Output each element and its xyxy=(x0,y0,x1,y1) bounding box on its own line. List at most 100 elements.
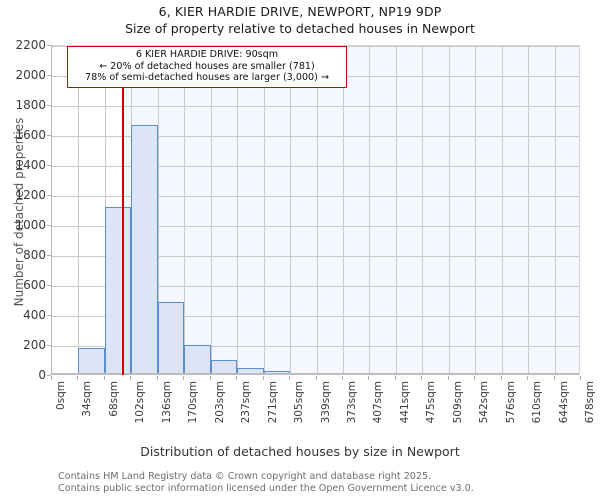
footer-attribution: Contains HM Land Registry data © Crown c… xyxy=(58,471,474,494)
y-axis-tick-mark xyxy=(47,225,51,226)
y-axis-tick-label: 1000 xyxy=(15,218,46,232)
x-axis-tick-label: 305sqm xyxy=(293,381,306,424)
x-axis-tick-mark xyxy=(157,376,158,380)
gridline-vertical xyxy=(555,46,556,375)
y-axis-tick-label: 2200 xyxy=(15,38,46,52)
x-axis-tick-label: 271sqm xyxy=(266,381,279,424)
y-axis-tick-mark xyxy=(47,195,51,196)
y-axis-tick-label: 400 xyxy=(23,308,46,322)
larger-region-shading xyxy=(122,46,579,375)
gridline-horizontal xyxy=(52,136,579,137)
y-axis-tick-mark xyxy=(47,315,51,316)
x-axis-tick-mark xyxy=(210,376,211,380)
gridline-horizontal xyxy=(52,196,579,197)
x-axis-tick-label: 509sqm xyxy=(451,381,464,424)
histogram-bar xyxy=(104,207,132,375)
annotation-line-1: 6 KIER HARDIE DRIVE: 90sqm xyxy=(135,49,279,60)
chart-title: 6, KIER HARDIE DRIVE, NEWPORT, NP19 9DP xyxy=(158,4,442,19)
x-axis-tick-mark xyxy=(77,376,78,380)
histogram-bar xyxy=(78,348,105,375)
gridline-vertical xyxy=(422,46,423,375)
annotation-line-2: ← 20% of detached houses are smaller (78… xyxy=(99,60,315,72)
y-axis-tick-mark xyxy=(47,255,51,256)
gridline-vertical xyxy=(158,46,159,375)
x-axis-tick-mark xyxy=(474,376,475,380)
property-size-marker-line xyxy=(122,46,124,375)
x-axis-tick-mark xyxy=(580,376,581,380)
x-axis-tick-label: 339sqm xyxy=(319,381,332,424)
x-axis-tick-label: 441sqm xyxy=(398,381,411,424)
x-axis-tick-mark xyxy=(342,376,343,380)
gridline-vertical xyxy=(396,46,397,375)
y-axis-tick-label: 600 xyxy=(23,278,46,292)
y-axis-tick-label: 1600 xyxy=(15,128,46,142)
x-axis-tick-mark xyxy=(448,376,449,380)
x-axis-tick-label: 407sqm xyxy=(372,381,385,424)
x-axis-tick-mark xyxy=(104,376,105,380)
histogram-bar xyxy=(131,124,158,375)
gridline-horizontal xyxy=(52,316,579,317)
gridline-vertical xyxy=(237,46,238,375)
gridline-horizontal xyxy=(52,106,579,107)
y-axis-tick-label: 1400 xyxy=(15,158,46,172)
x-axis-tick-mark xyxy=(527,376,528,380)
y-axis-tick-label: 1800 xyxy=(15,98,46,112)
x-axis-tick-label: 102sqm xyxy=(134,381,147,424)
x-axis-tick-mark xyxy=(501,376,502,380)
chart-subtitle: Size of property relative to detached ho… xyxy=(125,21,475,36)
property-annotation-box: 6 KIER HARDIE DRIVE: 90sqm ← 20% of deta… xyxy=(67,46,347,88)
axis-baseline xyxy=(52,373,579,375)
y-axis-tick-label: 800 xyxy=(23,248,46,262)
x-axis-tick-label: 678sqm xyxy=(584,381,596,424)
y-axis-tick-mark xyxy=(47,75,51,76)
footer-line-1: Contains HM Land Registry data © Crown c… xyxy=(58,471,432,482)
x-axis-tick-label: 34sqm xyxy=(81,381,94,417)
histogram-bar xyxy=(184,345,211,375)
x-axis-tick-label: 68sqm xyxy=(107,381,120,417)
gridline-vertical xyxy=(264,46,265,375)
gridline-vertical xyxy=(290,46,291,375)
y-axis-tick-label: 0 xyxy=(38,368,46,382)
annotation-line-3: 78% of semi-detached houses are larger (… xyxy=(85,72,329,84)
gridline-vertical xyxy=(449,46,450,375)
gridline-horizontal xyxy=(52,286,579,287)
x-axis-tick-label: 237sqm xyxy=(240,381,253,424)
plot-area xyxy=(51,45,580,375)
x-axis-tick-mark xyxy=(236,376,237,380)
gridline-horizontal xyxy=(52,226,579,227)
x-axis-tick-label: 136sqm xyxy=(160,381,173,424)
y-axis-tick-mark xyxy=(47,105,51,106)
y-axis-tick-mark xyxy=(47,345,51,346)
y-axis-tick-mark xyxy=(47,375,51,376)
gridline-vertical xyxy=(343,46,344,375)
x-axis-tick-label: 644sqm xyxy=(557,381,570,424)
x-axis-tick-mark xyxy=(51,376,52,380)
gridline-vertical xyxy=(78,46,79,375)
x-axis-tick-label: 542sqm xyxy=(478,381,491,424)
x-axis-tick-label: 475sqm xyxy=(425,381,438,424)
gridline-vertical xyxy=(317,46,318,375)
x-axis-tick-label: 0sqm xyxy=(55,381,67,411)
histogram-bar xyxy=(157,301,185,375)
x-axis-tick-mark xyxy=(395,376,396,380)
y-axis-tick-mark xyxy=(47,45,51,46)
gridline-vertical xyxy=(184,46,185,375)
gridline-vertical xyxy=(502,46,503,375)
plot-inner xyxy=(52,46,579,375)
gridline-vertical xyxy=(369,46,370,375)
x-axis-label: Distribution of detached houses by size … xyxy=(140,444,460,459)
gridline-vertical xyxy=(211,46,212,375)
x-axis-tick-mark xyxy=(263,376,264,380)
x-axis-tick-mark xyxy=(316,376,317,380)
x-axis-tick-mark xyxy=(289,376,290,380)
y-axis-tick-mark xyxy=(47,285,51,286)
x-axis-tick-mark xyxy=(183,376,184,380)
y-axis-tick-label: 1200 xyxy=(15,188,46,202)
gridline-horizontal xyxy=(52,346,579,347)
y-axis-tick-label: 2000 xyxy=(15,68,46,82)
x-axis-tick-label: 170sqm xyxy=(187,381,200,424)
footer-line-2: Contains public sector information licen… xyxy=(58,482,474,494)
x-axis-tick-mark xyxy=(130,376,131,380)
gridline-horizontal xyxy=(52,256,579,257)
